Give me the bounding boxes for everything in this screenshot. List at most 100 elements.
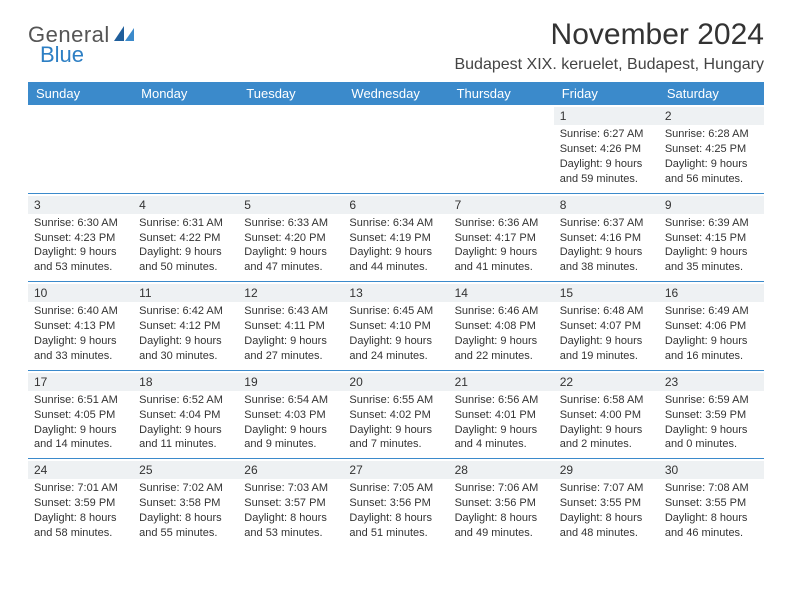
calendar-cell: 13 Sunrise: 6:45 AMSunset: 4:10 PMDayligh… bbox=[343, 282, 448, 371]
calendar-week: 17Sunrise: 6:51 AMSunset: 4:05 PMDayligh… bbox=[28, 370, 764, 459]
sunrise-text: Sunrise: 6:45 AM bbox=[349, 304, 442, 319]
day-number: 13 bbox=[343, 284, 448, 302]
daylight-text: Daylight: 9 hours and 41 minutes. bbox=[455, 245, 548, 275]
day-number: 7 bbox=[449, 196, 554, 214]
sunrise-text: Sunrise: 6:31 AM bbox=[139, 216, 232, 231]
sunset-text: Sunset: 4:05 PM bbox=[34, 408, 127, 423]
daylight-text: Daylight: 9 hours and 7 minutes. bbox=[349, 423, 442, 453]
daylight-text: Daylight: 9 hours and 47 minutes. bbox=[244, 245, 337, 275]
sunrise-text: Sunrise: 6:27 AM bbox=[560, 127, 653, 142]
day-number: 27 bbox=[343, 461, 448, 479]
calendar-cell: 16Sunrise: 6:49 AMSunset: 4:06 PMDayligh… bbox=[659, 282, 764, 371]
calendar-cell: 22Sunrise: 6:58 AMSunset: 4:00 PMDayligh… bbox=[554, 370, 659, 459]
calendar-cell: 11Sunrise: 6:42 AMSunset: 4:12 PMDayligh… bbox=[133, 282, 238, 371]
sunset-text: Sunset: 4:17 PM bbox=[455, 231, 548, 246]
sunrise-text: Sunrise: 6:37 AM bbox=[560, 216, 653, 231]
day-number: 8 bbox=[554, 196, 659, 214]
day-number: 18 bbox=[133, 373, 238, 391]
calendar-cell: 26Sunrise: 7:03 AMSunset: 3:57 PMDayligh… bbox=[238, 459, 343, 547]
sunset-text: Sunset: 4:04 PM bbox=[139, 408, 232, 423]
sunset-text: Sunset: 4:20 PM bbox=[244, 231, 337, 246]
sunrise-text: Sunrise: 6:59 AM bbox=[665, 393, 758, 408]
sunrise-text: Sunrise: 6:54 AM bbox=[244, 393, 337, 408]
day-number: 25 bbox=[133, 461, 238, 479]
month-title: November 2024 bbox=[454, 18, 764, 52]
sunset-text: Sunset: 4:01 PM bbox=[455, 408, 548, 423]
sunset-text: Sunset: 3:59 PM bbox=[665, 408, 758, 423]
day-number: 3 bbox=[28, 196, 133, 214]
daylight-text: Daylight: 9 hours and 24 minutes. bbox=[349, 334, 442, 364]
sunset-text: Sunset: 4:19 PM bbox=[349, 231, 442, 246]
daylight-text: Daylight: 9 hours and 50 minutes. bbox=[139, 245, 232, 275]
sunrise-text: Sunrise: 6:48 AM bbox=[560, 304, 653, 319]
sunrise-text: Sunrise: 6:28 AM bbox=[665, 127, 758, 142]
calendar-week: 24Sunrise: 7:01 AMSunset: 3:59 PMDayligh… bbox=[28, 459, 764, 547]
sunrise-text: Sunrise: 6:36 AM bbox=[455, 216, 548, 231]
day-header: Monday bbox=[133, 82, 238, 105]
sunrise-text: Sunrise: 6:43 AM bbox=[244, 304, 337, 319]
calendar-cell: 24Sunrise: 7:01 AMSunset: 3:59 PMDayligh… bbox=[28, 459, 133, 547]
calendar-cell: 8 Sunrise: 6:37 AMSunset: 4:16 PMDaylight… bbox=[554, 193, 659, 282]
sunrise-text: Sunrise: 6:33 AM bbox=[244, 216, 337, 231]
sunset-text: Sunset: 4:16 PM bbox=[560, 231, 653, 246]
day-number: 24 bbox=[28, 461, 133, 479]
daylight-text: Daylight: 9 hours and 2 minutes. bbox=[560, 423, 653, 453]
calendar-cell: 27Sunrise: 7:05 AMSunset: 3:56 PMDayligh… bbox=[343, 459, 448, 547]
daylight-text: Daylight: 9 hours and 56 minutes. bbox=[665, 157, 758, 187]
day-number: 10 bbox=[28, 284, 133, 302]
sunrise-text: Sunrise: 7:02 AM bbox=[139, 481, 232, 496]
day-number: 11 bbox=[133, 284, 238, 302]
calendar-cell: 29Sunrise: 7:07 AMSunset: 3:55 PMDayligh… bbox=[554, 459, 659, 547]
calendar-week: 1Sunrise: 6:27 AMSunset: 4:26 PMDaylight… bbox=[28, 105, 764, 193]
daylight-text: Daylight: 9 hours and 0 minutes. bbox=[665, 423, 758, 453]
day-number: 15 bbox=[554, 284, 659, 302]
daylight-text: Daylight: 9 hours and 38 minutes. bbox=[560, 245, 653, 275]
sunset-text: Sunset: 4:26 PM bbox=[560, 142, 653, 157]
sunset-text: Sunset: 4:12 PM bbox=[139, 319, 232, 334]
sunset-text: Sunset: 4:11 PM bbox=[244, 319, 337, 334]
calendar-cell: 12Sunrise: 6:43 AMSunset: 4:11 PMDayligh… bbox=[238, 282, 343, 371]
sail-icon bbox=[114, 26, 136, 47]
daylight-text: Daylight: 8 hours and 55 minutes. bbox=[139, 511, 232, 541]
calendar-cell: 21Sunrise: 6:56 AMSunset: 4:01 PMDayligh… bbox=[449, 370, 554, 459]
sunset-text: Sunset: 3:58 PM bbox=[139, 496, 232, 511]
sunset-text: Sunset: 4:15 PM bbox=[665, 231, 758, 246]
calendar-cell: 2Sunrise: 6:28 AMSunset: 4:25 PMDaylight… bbox=[659, 105, 764, 193]
sunset-text: Sunset: 4:23 PM bbox=[34, 231, 127, 246]
calendar-cell: 23Sunrise: 6:59 AMSunset: 3:59 PMDayligh… bbox=[659, 370, 764, 459]
day-number: 9 bbox=[659, 196, 764, 214]
day-number: 28 bbox=[449, 461, 554, 479]
daylight-text: Daylight: 9 hours and 59 minutes. bbox=[560, 157, 653, 187]
sunrise-text: Sunrise: 6:34 AM bbox=[349, 216, 442, 231]
daylight-text: Daylight: 9 hours and 19 minutes. bbox=[560, 334, 653, 364]
sunset-text: Sunset: 3:57 PM bbox=[244, 496, 337, 511]
calendar-cell: 14Sunrise: 6:46 AMSunset: 4:08 PMDayligh… bbox=[449, 282, 554, 371]
day-number: 12 bbox=[238, 284, 343, 302]
brand-blue: Blue bbox=[40, 42, 84, 68]
calendar-cell bbox=[238, 105, 343, 193]
daylight-text: Daylight: 9 hours and 14 minutes. bbox=[34, 423, 127, 453]
calendar-page: General Blue November 2024 Budapest XIX.… bbox=[0, 0, 792, 565]
calendar-cell: 15Sunrise: 6:48 AMSunset: 4:07 PMDayligh… bbox=[554, 282, 659, 371]
title-block: November 2024 Budapest XIX. keruelet, Bu… bbox=[454, 18, 764, 74]
calendar-cell bbox=[343, 105, 448, 193]
daylight-text: Daylight: 8 hours and 49 minutes. bbox=[455, 511, 548, 541]
calendar-cell: 25 Sunrise: 7:02 AMSunset: 3:58 PMDayligh… bbox=[133, 459, 238, 547]
calendar-cell: 20Sunrise: 6:55 AMSunset: 4:02 PMDayligh… bbox=[343, 370, 448, 459]
day-number: 30 bbox=[659, 461, 764, 479]
daylight-text: Daylight: 8 hours and 58 minutes. bbox=[34, 511, 127, 541]
calendar-cell: 7 Sunrise: 6:36 AMSunset: 4:17 PMDaylight… bbox=[449, 193, 554, 282]
header: General Blue November 2024 Budapest XIX.… bbox=[28, 18, 764, 74]
day-header: Friday bbox=[554, 82, 659, 105]
sunrise-text: Sunrise: 6:52 AM bbox=[139, 393, 232, 408]
calendar-cell: 3Sunrise: 6:30 AMSunset: 4:23 PMDaylight… bbox=[28, 193, 133, 282]
calendar-table: Sunday Monday Tuesday Wednesday Thursday… bbox=[28, 82, 764, 547]
sunrise-text: Sunrise: 7:07 AM bbox=[560, 481, 653, 496]
daylight-text: Daylight: 9 hours and 22 minutes. bbox=[455, 334, 548, 364]
calendar-cell: 1Sunrise: 6:27 AMSunset: 4:26 PMDaylight… bbox=[554, 105, 659, 193]
day-header: Wednesday bbox=[343, 82, 448, 105]
sunrise-text: Sunrise: 6:56 AM bbox=[455, 393, 548, 408]
daylight-text: Daylight: 9 hours and 53 minutes. bbox=[34, 245, 127, 275]
calendar-week: 3Sunrise: 6:30 AMSunset: 4:23 PMDaylight… bbox=[28, 193, 764, 282]
sunset-text: Sunset: 4:10 PM bbox=[349, 319, 442, 334]
